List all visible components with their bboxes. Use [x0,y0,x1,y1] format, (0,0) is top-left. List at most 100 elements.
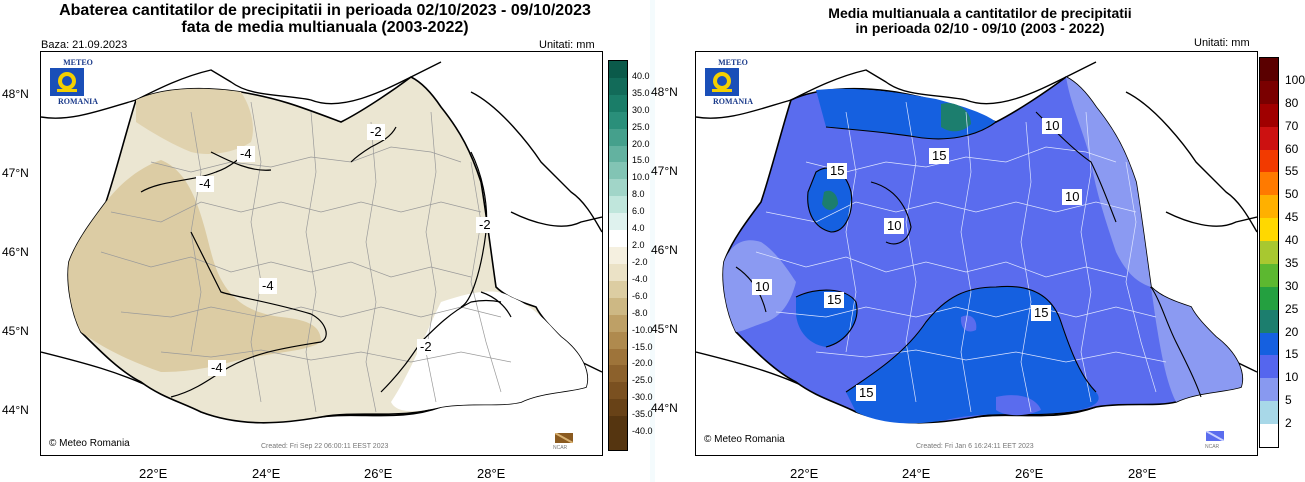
west-anomaly-region [68,160,322,372]
colorbar-tick-label: 55 [1285,164,1299,179]
colorbar-swatch [1260,218,1278,242]
colorbar-tick-label: -20.0 [632,358,653,369]
colorbar-tick-label: 70 [1285,118,1299,133]
colorbar-swatch [1260,401,1278,425]
colorbar-tick-label: -2.0 [632,256,648,267]
mean-map: 15 15 10 10 10 10 15 15 15 METEO ROMANIA… [695,51,1258,456]
colorbar-tick-label: 8.0 [632,189,645,200]
colorbar-swatch [1260,263,1278,288]
colorbar-swatch [609,382,627,400]
colorbar-tick-label: 80 [1285,95,1299,110]
colorbar-swatch [609,196,627,214]
contour-label: 15 [827,163,848,179]
colorbar-swatch [609,61,627,79]
colorbar-swatch [1260,241,1278,265]
contour-lines [735,111,1202,398]
ncar-logo-icon [1206,431,1224,441]
colorbar-tick-label: 15.0 [632,155,650,166]
meteo-romania-logo: METEO ROMANIA [49,58,107,106]
colorbar-tick-label: -10.0 [632,324,653,335]
colorbar-tick-label: 4.0 [632,223,645,234]
contour-label: 10 [1062,189,1083,205]
colorbar-swatch [609,77,627,96]
contour-label: -2 [476,217,494,233]
base-date-label: Baza: 21.09.2023 [41,39,128,51]
contour-label: 10 [1042,118,1063,134]
mean-map-graphic [696,52,1257,455]
colorbar-swatch [1260,103,1278,128]
lat-label: 44°N [651,401,678,415]
colorbar-swatch [609,348,627,366]
west-green-region [822,190,838,210]
contour-label: 10 [884,218,905,234]
colorbar-tick-label: 40 [1285,233,1299,248]
colorbar-swatch [1260,195,1278,219]
lon-label: 24°E [252,466,281,481]
colorbar-tick-label: -40.0 [632,426,653,437]
colorbar-swatch [1260,355,1278,379]
colorbar-tick-label: 40.0 [632,70,650,81]
anomaly-title-line1: Abaterea cantitatilor de precipitatii in… [59,2,591,19]
logo-text-bottom: ROMANIA [713,97,753,106]
colorbar-swatch [1260,126,1278,151]
colorbar-tick-label: 25 [1285,301,1299,316]
copyright-label: Meteo Romania [59,438,130,449]
colorbar-swatch [1260,58,1278,82]
contour-label: -4 [208,360,226,376]
contour-label: -4 [259,278,277,294]
lon-label: 24°E [902,466,931,481]
contour-label: -4 [237,146,255,162]
contour-label: 15 [929,148,950,164]
colorbar-tick-label: 100 [1285,72,1305,87]
colorbar-swatch [1260,172,1278,196]
colorbar-tick-label: 2 [1285,416,1292,431]
logo-text-top: METEO [63,58,93,67]
colorbar-swatch [1260,332,1278,356]
southeast-light-region [1151,287,1243,402]
contour-label: 15 [856,385,877,401]
colorbar-swatch [1260,286,1278,311]
colorbar-tick-label: 30.0 [632,104,650,115]
colorbar-swatch [609,145,627,163]
mean-title-line2: in perioada 02/10 - 09/10 (2003 - 2022) [855,20,1105,36]
colorbar-tick-label: -6.0 [632,290,648,301]
mean-colorbar [1259,57,1279,448]
colorbar-tick-label: -25.0 [632,375,653,386]
meteo-romania-logo: METEO ROMANIA [704,58,762,106]
anomaly-title-line2: fata de media multianuala (2003-2022) [181,19,469,36]
units-label: Unitati: mm [539,39,595,51]
colorbar-swatch [1260,378,1278,402]
contour-label: 15 [1031,305,1052,321]
logo-text-top: METEO [718,58,748,67]
lon-label: 26°E [364,466,393,481]
colorbar-swatch [609,111,627,130]
logo-emblem-icon [705,68,739,96]
copyright-text: © Meteo Romania [704,434,785,445]
lat-label: 48°N [2,87,29,101]
colorbar-swatch [609,179,627,197]
colorbar-tick-label: 20 [1285,324,1299,339]
lon-label: 22°E [790,466,819,481]
lat-label: 47°N [651,164,678,178]
lat-label: 46°N [651,243,678,257]
colorbar-tick-label: -15.0 [632,341,653,352]
contour-label: -2 [417,339,435,355]
contour-label: -4 [196,176,214,192]
lat-label: 48°N [651,85,678,99]
colorbar-swatch [609,365,627,383]
units-label: Unitati: mm [1194,37,1250,49]
colorbar-tick-label: -4.0 [632,273,648,284]
colorbar-swatch [609,280,627,299]
contour-label: 15 [824,292,845,308]
lat-label: 45°N [2,324,29,338]
colorbar-swatch [609,128,627,147]
colorbar-tick-label: 45 [1285,210,1299,225]
colorbar-tick-label: 2.0 [632,240,645,251]
ncar-logo-icon [555,433,573,443]
colorbar-swatch [609,314,627,333]
lon-label: 22°E [139,466,168,481]
colorbar-tick-label: 35.0 [632,87,650,98]
south-hole-region-2 [996,395,1041,416]
colorbar-tick-label: 6.0 [632,206,645,217]
lon-label: 26°E [1015,466,1044,481]
